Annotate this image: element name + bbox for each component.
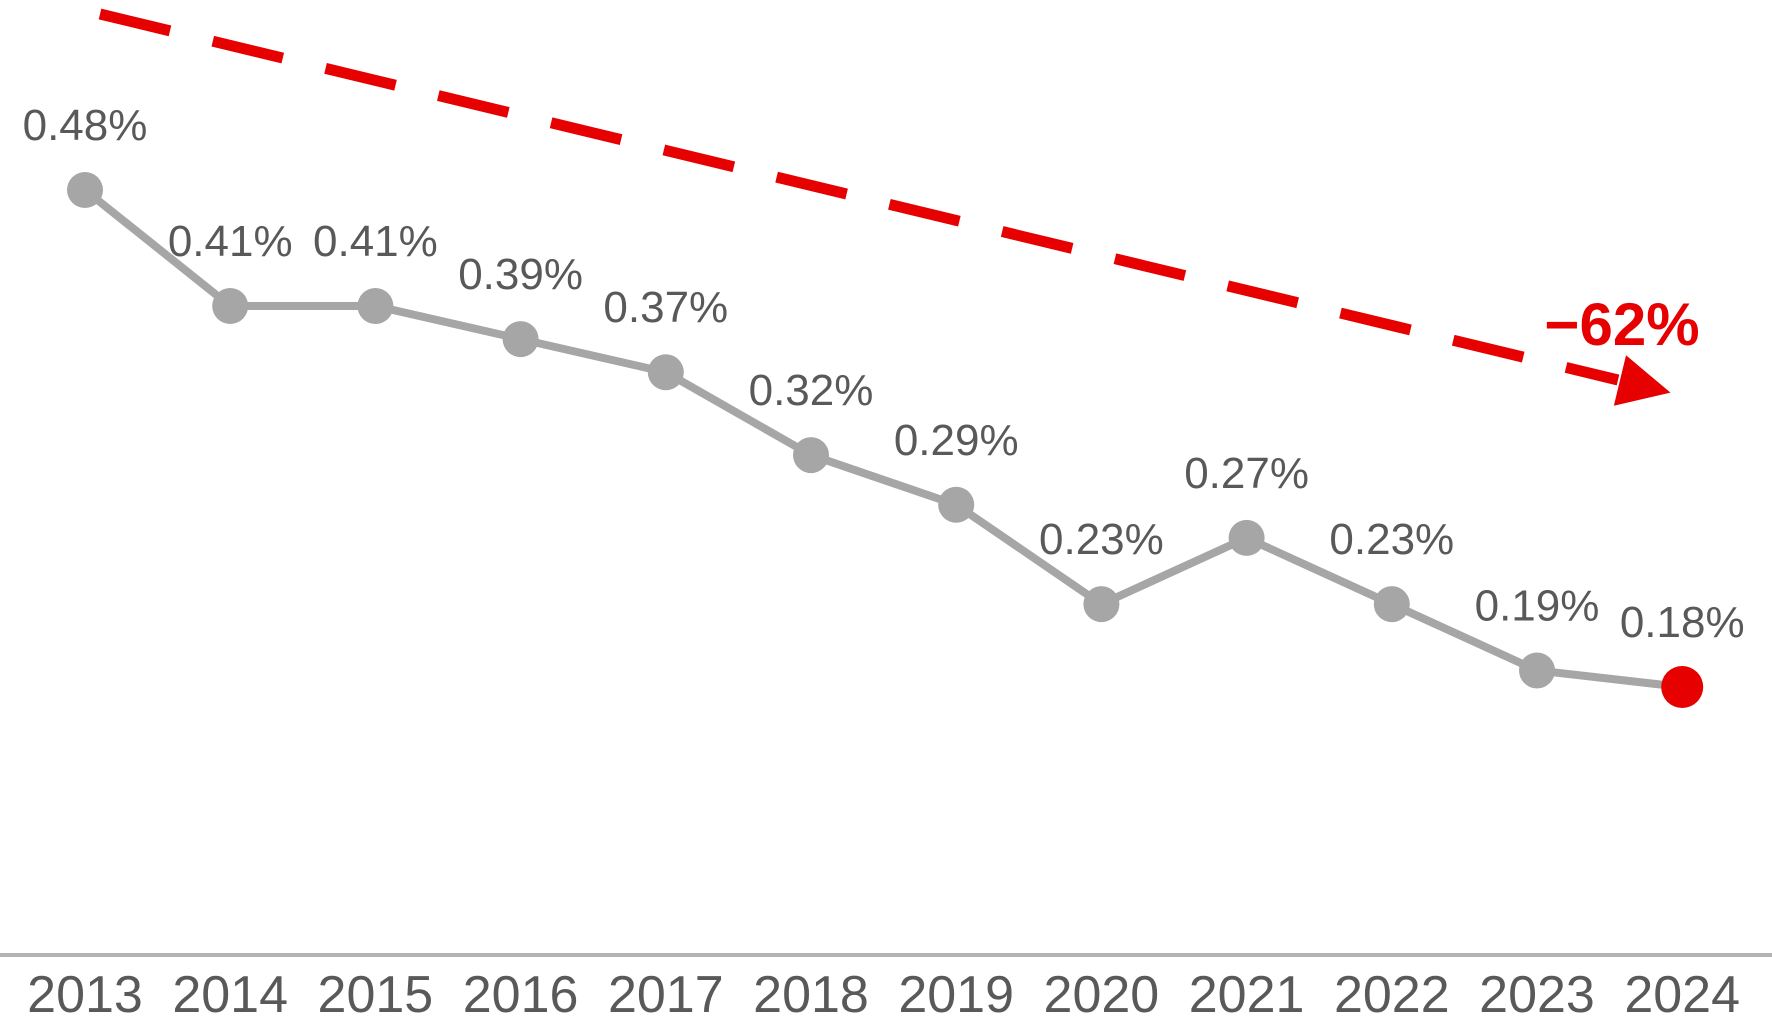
trend-arrow [98, 8, 1671, 406]
data-label: 0.23% [1329, 515, 1454, 564]
trend-dashed-line [98, 8, 1620, 386]
data-label: 0.41% [313, 217, 438, 266]
year-label: 2021 [1189, 966, 1305, 1024]
data-label: 0.27% [1184, 449, 1309, 498]
data-point [647, 354, 684, 391]
data-label: 0.48% [23, 101, 148, 150]
data-point [938, 486, 975, 523]
series-line [81, 186, 1687, 692]
trend-annotation: −62% [1544, 291, 1699, 358]
year-label: 2015 [318, 966, 434, 1024]
data-series [67, 172, 1704, 709]
data-label: 0.23% [1039, 515, 1164, 564]
year-label: 2022 [1334, 966, 1450, 1024]
data-point [1519, 652, 1555, 689]
data-label: 0.41% [168, 217, 293, 266]
data-label: 0.29% [894, 416, 1019, 465]
data-point [212, 287, 249, 324]
data-point [357, 287, 394, 324]
year-label: 2014 [172, 966, 288, 1024]
data-point [793, 437, 829, 474]
year-label: 2017 [608, 966, 724, 1024]
data-label: 0.32% [749, 366, 874, 415]
year-label: 2020 [1044, 966, 1160, 1024]
year-label: 2019 [898, 966, 1014, 1024]
data-point [502, 321, 539, 358]
data-label: 0.37% [603, 283, 728, 332]
year-label: 2016 [463, 966, 579, 1024]
data-label: 0.19% [1475, 581, 1600, 630]
data-label: 0.39% [458, 250, 583, 299]
data-point [1228, 519, 1265, 556]
year-label: 2018 [753, 966, 869, 1024]
data-label: 0.18% [1620, 598, 1745, 647]
data-point [1373, 586, 1410, 623]
year-label: 2013 [27, 966, 143, 1024]
year-label: 2023 [1479, 966, 1595, 1024]
trend-arrowhead-icon [1613, 355, 1671, 406]
point-labels: 0.48% 0.41% 0.41% 0.39% 0.37% 0.32% 0.29% 0.23%… [23, 101, 1745, 647]
data-point [67, 172, 103, 208]
x-axis-labels: 2013 2014 2015 2016 2017 2018 2019 2020 2021 2022… [27, 966, 1740, 1024]
data-point [1083, 586, 1120, 623]
data-point-highlighted [1661, 666, 1704, 709]
year-label: 2024 [1624, 966, 1740, 1024]
